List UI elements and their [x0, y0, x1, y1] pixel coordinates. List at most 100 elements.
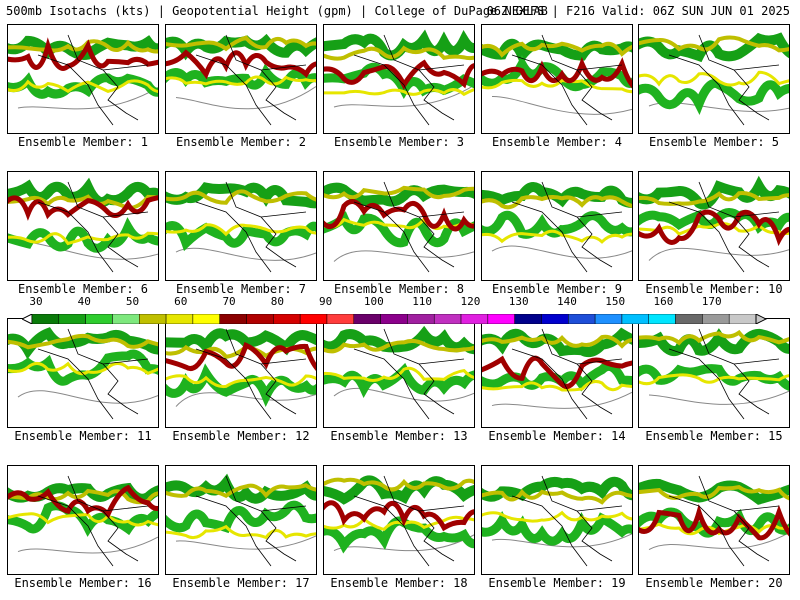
ensemble-member-label: Ensemble Member: 11 — [14, 429, 152, 443]
colorbar-segment — [702, 313, 730, 325]
ensemble-member-label: Ensemble Member: 10 — [645, 282, 783, 296]
isotach-map — [8, 34, 158, 126]
colorbar-segment — [728, 313, 757, 325]
isotach-map — [166, 328, 316, 420]
colorbar-segment — [112, 313, 140, 325]
ensemble-panel — [638, 24, 790, 134]
colorbar-tick-label: 120 — [460, 295, 481, 308]
ensemble-member-label: Ensemble Member: 17 — [172, 576, 310, 590]
colorbar-segment — [568, 313, 596, 325]
colorbar — [20, 309, 780, 328]
colorbar-max-arrow — [755, 313, 768, 325]
ensemble-member-label: Ensemble Member: 5 — [648, 135, 780, 149]
colorbar-segment — [326, 313, 355, 325]
colorbar-tick-label: 110 — [412, 295, 433, 308]
colorbar-segment — [407, 313, 435, 325]
isotach-map — [482, 327, 632, 420]
ensemble-member-label: Ensemble Member: 4 — [491, 135, 623, 149]
isotach-map — [324, 325, 474, 420]
colorbar-tick-label: 170 — [701, 295, 722, 308]
isotach-map — [639, 328, 789, 420]
ensemble-panel — [7, 465, 159, 575]
colorbar-tick-label: 30 — [29, 295, 43, 308]
ensemble-member-label: Ensemble Member: 19 — [488, 576, 626, 590]
colorbar-segment — [380, 313, 408, 325]
colorbar-segment — [594, 313, 623, 325]
isotach-map — [639, 175, 789, 273]
ensemble-panel — [7, 171, 159, 281]
ensemble-member-label: Ensemble Member: 13 — [330, 429, 468, 443]
colorbar-segment — [139, 313, 167, 325]
ensemble-panel — [323, 24, 475, 134]
colorbar-segment — [246, 313, 274, 325]
ensemble-panel — [481, 465, 633, 575]
colorbar-tick-label: 90 — [318, 295, 333, 308]
colorbar-segment — [648, 313, 676, 325]
isotach-map — [482, 34, 632, 126]
colorbar-tick-label: 140 — [556, 295, 577, 308]
colorbar-tick-label: 80 — [270, 295, 284, 308]
ensemble-member-label: Ensemble Member: 1 — [17, 135, 149, 149]
ensemble-member-label: Ensemble Member: 14 — [488, 429, 626, 443]
isotach-map — [8, 475, 158, 567]
colorbar-segment — [273, 313, 301, 325]
ensemble-member-label: Ensemble Member: 2 — [175, 135, 307, 149]
colorbar-segment — [433, 313, 462, 325]
ensemble-panel — [165, 465, 317, 575]
colorbar-segment — [219, 313, 247, 325]
ensemble-panel — [7, 318, 159, 428]
ensemble-panel — [323, 171, 475, 281]
isotach-map — [8, 177, 158, 273]
colorbar-segment — [299, 313, 328, 325]
ensemble-panel — [481, 24, 633, 134]
ensemble-member-label: Ensemble Member: 6 — [17, 282, 149, 296]
colorbar-segment — [675, 313, 703, 325]
ensemble-member-label: Ensemble Member: 12 — [172, 429, 310, 443]
ensemble-panel — [323, 318, 475, 428]
colorbar-min-arrow — [20, 313, 33, 325]
ensemble-panel — [323, 465, 475, 575]
colorbar-segment — [31, 313, 60, 325]
ensemble-member-label: Ensemble Member: 16 — [14, 576, 152, 590]
colorbar-segment — [353, 313, 381, 325]
colorbar-segment — [621, 313, 649, 325]
isotach-map — [8, 327, 158, 420]
isotach-map — [166, 181, 316, 273]
colorbar-segment — [487, 313, 515, 325]
map-title: 500mb Isotachs (kts) | Geopotential Heig… — [6, 4, 548, 18]
colorbar-segment — [541, 313, 569, 325]
colorbar-tick-label: 50 — [125, 295, 140, 308]
colorbar-tick-label: 160 — [653, 295, 674, 308]
ensemble-member-label: Ensemble Member: 8 — [333, 282, 465, 296]
isotach-map — [482, 475, 632, 567]
colorbar-segment — [58, 313, 86, 325]
ensemble-panel — [481, 171, 633, 281]
ensemble-member-label: Ensemble Member: 7 — [175, 282, 307, 296]
isotach-map — [166, 33, 316, 126]
colorbar-tick-label: 100 — [363, 295, 384, 308]
ensemble-panel — [7, 24, 159, 134]
ensemble-panel — [165, 318, 317, 428]
ensemble-panel — [165, 171, 317, 281]
isotach-map — [166, 473, 316, 567]
ensemble-member-label: Ensemble Member: 15 — [645, 429, 783, 443]
colorbar-tick-label: 150 — [605, 295, 626, 308]
ensemble-panel — [638, 465, 790, 575]
colorbar-segment — [85, 313, 113, 325]
ensemble-panel — [165, 24, 317, 134]
ensemble-member-label: Ensemble Member: 3 — [333, 135, 465, 149]
ensemble-member-label: Ensemble Member: 20 — [645, 576, 783, 590]
colorbar-tick-label: 70 — [222, 295, 236, 308]
ensemble-member-label: Ensemble Member: 18 — [330, 576, 468, 590]
colorbar-tick-label: 60 — [174, 295, 188, 308]
colorbar-segment — [192, 313, 220, 325]
isotach-map — [639, 475, 789, 567]
colorbar-segment — [514, 313, 542, 325]
ensemble-panel — [481, 318, 633, 428]
isotach-map — [324, 181, 474, 273]
ensemble-panel — [638, 318, 790, 428]
ensemble-panel — [638, 171, 790, 281]
colorbar-segment — [460, 313, 489, 325]
isotach-map — [324, 29, 474, 126]
isotach-map — [639, 32, 789, 126]
